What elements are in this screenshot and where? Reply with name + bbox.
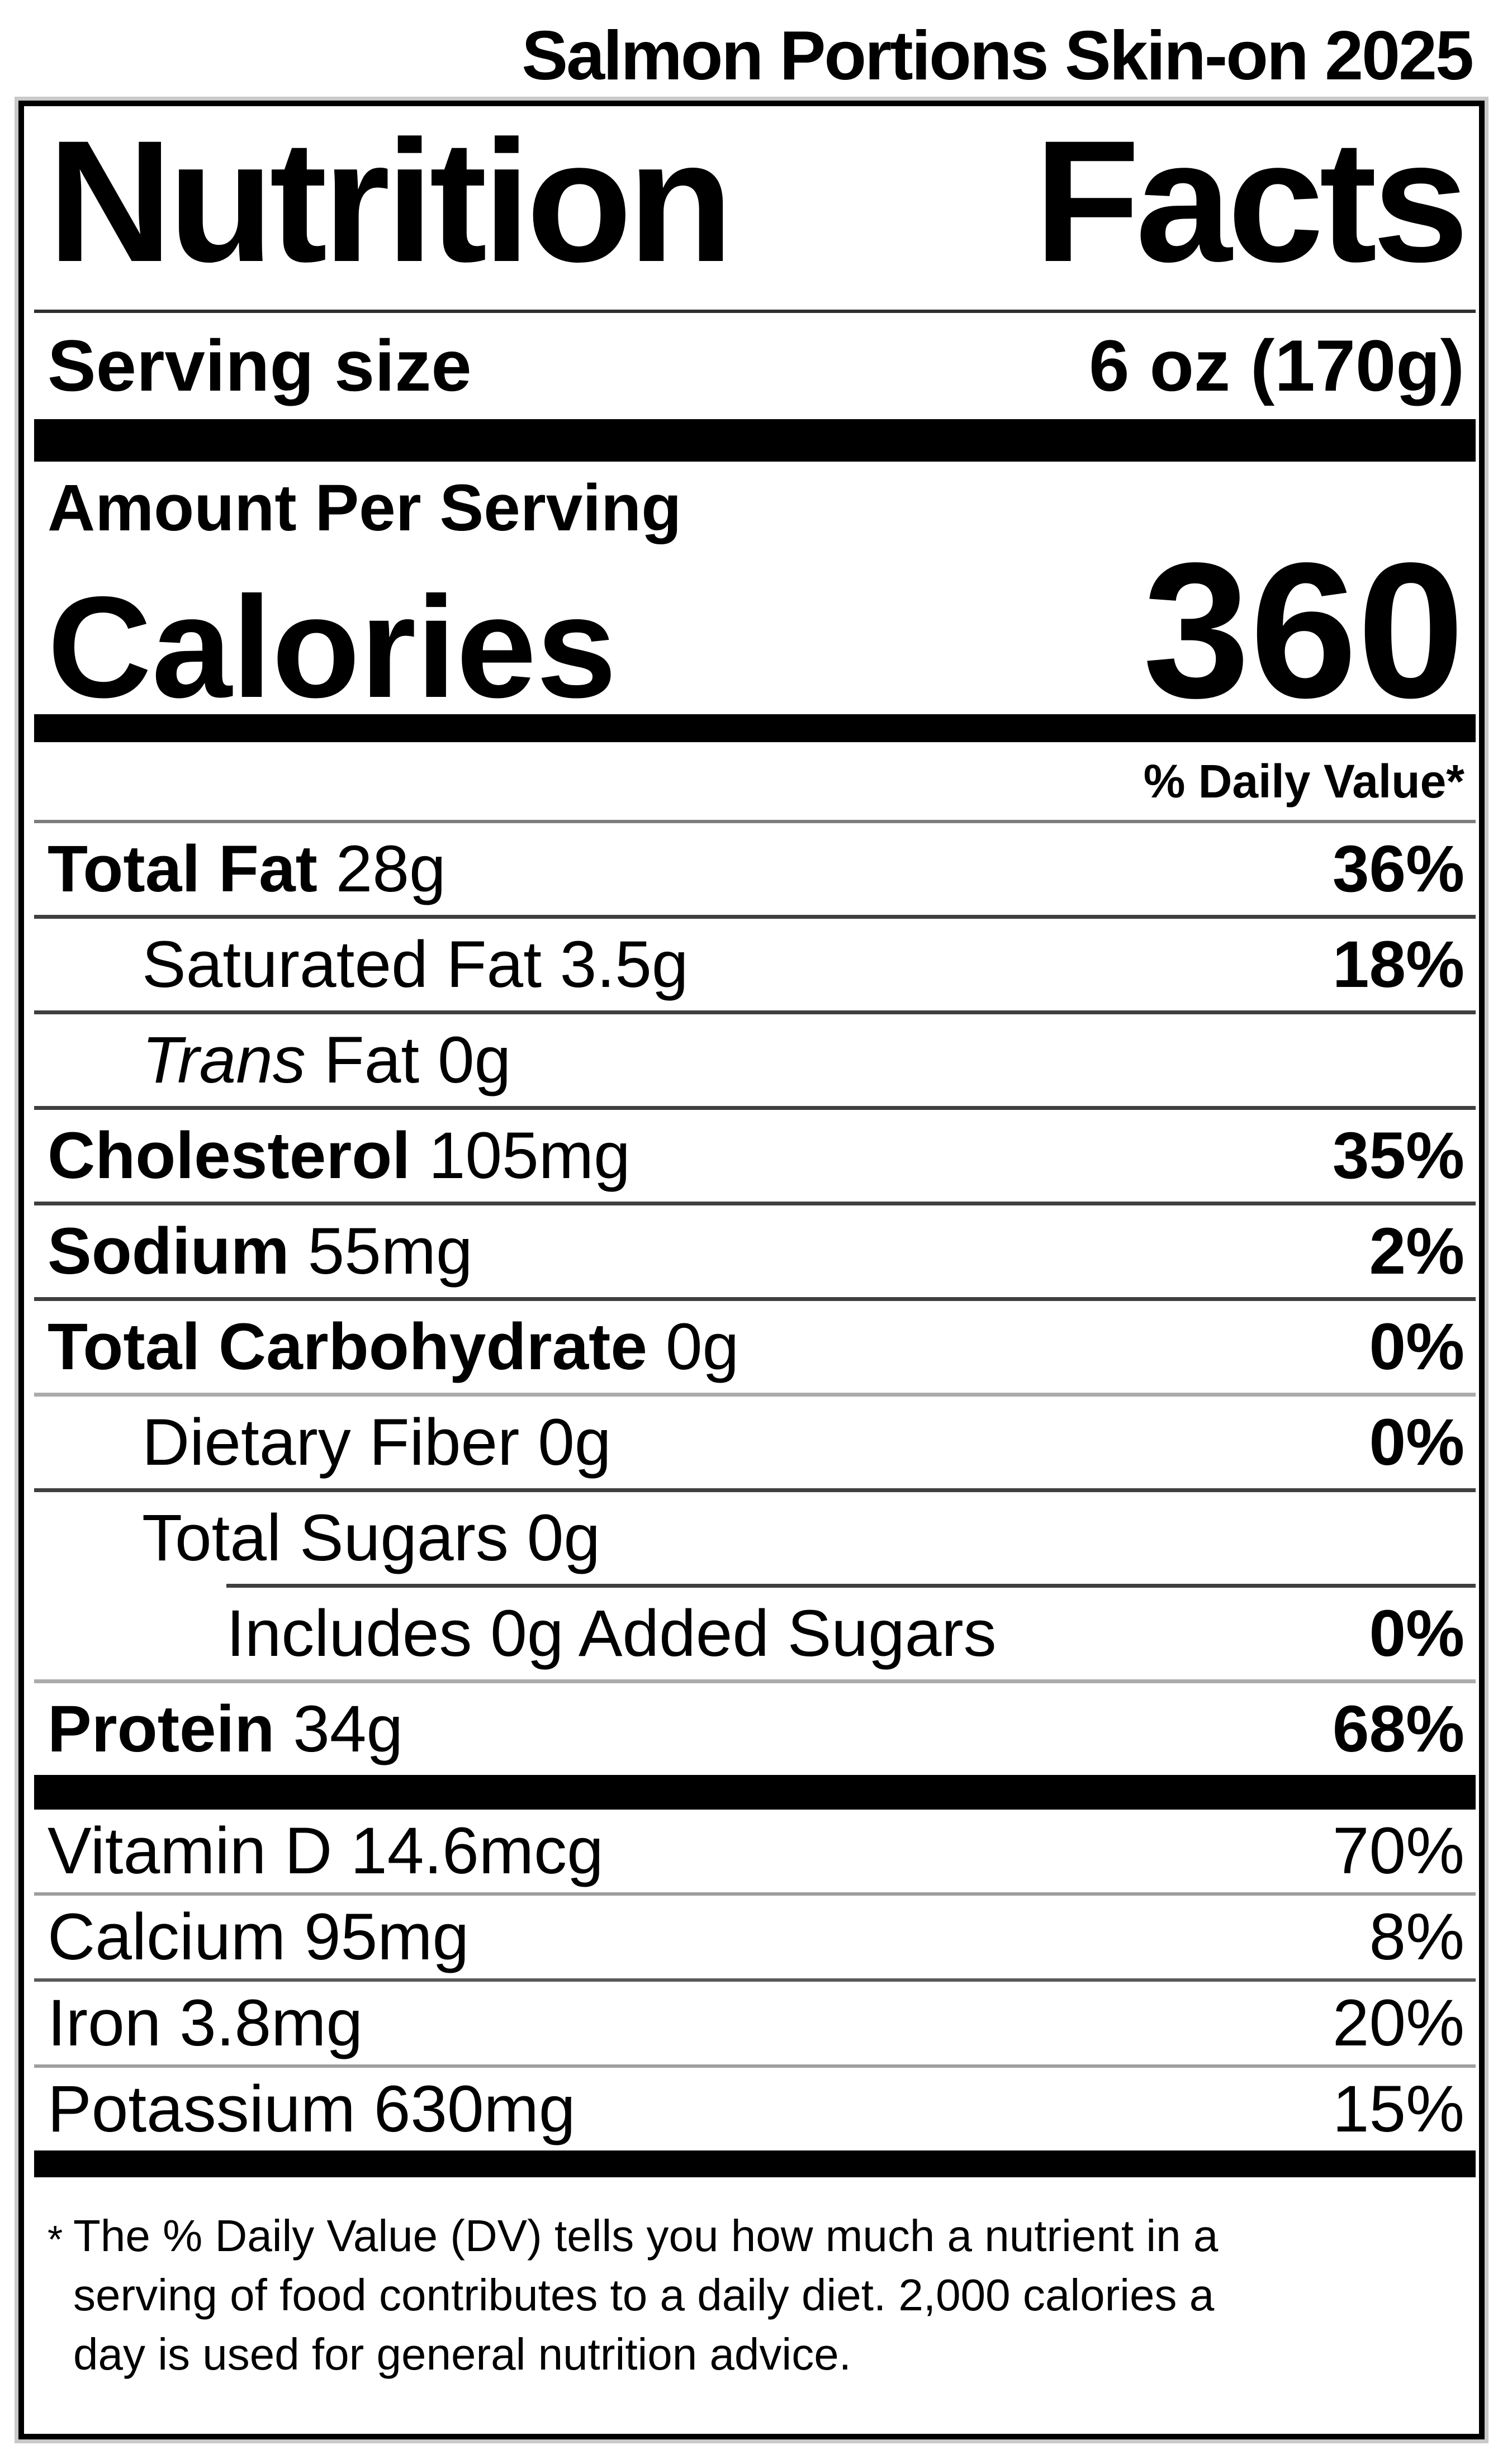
nutrient-name-amount: Total Carbohydrate 0g [48,1309,739,1384]
heading-word-nutrition: Nutrition [48,104,733,298]
nutrient-name-amount: Total Sugars 0g [142,1501,600,1575]
table-row-cholesterol: Cholesterol 105mg 35% [34,1105,1476,1202]
table-row-trans-fat: Trans Fat 0g [34,1010,1476,1106]
footnote-line: serving of food contributes to a daily d… [73,2270,1215,2320]
table-row-potassium: Potassium 630mg 15% [34,2064,1476,2150]
nutrition-facts-label: Nutrition Facts Serving size 6 oz (170g)… [18,101,1485,2439]
nutrient-dv: 0% [1369,1405,1464,1479]
nutrient-name-amount: Cholesterol 105mg [48,1118,631,1193]
table-row-calcium: Calcium 95mg 8% [34,1892,1476,1978]
nutrient-dv: 20% [1332,1986,1464,2060]
nutrient-dv: 15% [1332,2072,1464,2146]
thick-divider-bar [34,1774,1476,1810]
asterisk-marker: * [48,2217,63,2261]
footnote-line: * The % Daily Value (DV) tells you how m… [48,2206,1464,2266]
nutrient-name-amount: Vitamin D 14.6mcg [48,1813,604,1888]
thick-divider-bar [34,419,1476,462]
table-row-sodium: Sodium 55mg 2% [34,1201,1476,1297]
footnote-text: The % Daily Value (DV) tells you how muc… [73,2210,1219,2261]
micronutrient-table: Vitamin D 14.6mcg 70% Calcium 95mg 8% Ir… [34,1810,1476,2150]
serving-size-label: Serving size [48,324,472,406]
nutrient-name-amount: Dietary Fiber 0g [142,1405,611,1479]
nutrient-name-amount: Includes 0g Added Sugars [226,1596,997,1670]
nutrient-dv: 0% [1369,1596,1464,1670]
nutrient-dv: 35% [1332,1118,1464,1193]
heading-divider [34,309,1476,313]
nutrition-facts-heading: Nutrition Facts [48,104,1469,298]
product-title: Salmon Portions Skin-on 2025 [522,17,1474,94]
nutrient-name-amount: Trans Fat 0g [142,1023,511,1097]
table-row-saturated-fat: Saturated Fat 3.5g 18% [34,914,1476,1010]
nutrient-name-amount: Potassium 630mg [48,2072,576,2146]
nutrient-name-amount: Protein 34g [48,1692,404,1766]
nutrient-name-amount: Sodium 55mg [48,1214,473,1288]
daily-value-footnote: * The % Daily Value (DV) tells you how m… [48,2206,1464,2384]
nutrient-name-amount: Total Fat 28g [48,832,446,906]
calories-row: Calories 360 [48,535,1464,727]
nutrient-name-amount: Iron 3.8mg [48,1986,363,2060]
table-row-added-sugars: Includes 0g Added Sugars 0% [226,1583,1476,1679]
nutrient-dv: 68% [1332,1692,1464,1766]
nutrient-dv: 18% [1332,927,1464,1001]
calories-label: Calories [48,566,617,728]
table-row-iron: Iron 3.8mg 20% [34,1978,1476,2064]
nutrient-dv: 70% [1332,1813,1464,1888]
table-row-dietary-fiber: Dietary Fiber 0g 0% [34,1392,1476,1488]
table-row-total-fat: Total Fat 28g 36% [34,819,1476,915]
nutrient-dv: 0% [1369,1309,1464,1384]
thick-divider-bar [34,2150,1476,2177]
nutrient-table: Total Fat 28g 36% Saturated Fat 3.5g 18%… [34,819,1476,1775]
nutrient-dv: 36% [1332,832,1464,906]
serving-size-value: 6 oz (170g) [1089,324,1464,406]
nutrient-dv: 8% [1369,1900,1464,1974]
table-row-total-carbohydrate: Total Carbohydrate 0g 0% [34,1297,1476,1393]
serving-size-row: Serving size 6 oz (170g) [48,313,1464,420]
table-row-protein: Protein 34g 68% [34,1679,1476,1775]
heading-word-facts: Facts [1034,104,1469,298]
table-row-total-sugars: Total Sugars 0g [34,1488,1476,1584]
footnote-line: day is used for general nutrition advice… [73,2329,851,2379]
calories-value: 360 [1143,523,1464,739]
thick-divider-bar [34,714,1476,743]
table-row-vitamin-d: Vitamin D 14.6mcg 70% [34,1810,1476,1892]
nutrient-name-amount: Saturated Fat 3.5g [142,927,689,1001]
daily-value-header: % Daily Value* [1143,755,1464,808]
nutrient-name-amount: Calcium 95mg [48,1900,470,1974]
nutrient-dv: 2% [1369,1214,1464,1288]
amount-per-serving-label: Amount Per Serving [48,471,682,545]
